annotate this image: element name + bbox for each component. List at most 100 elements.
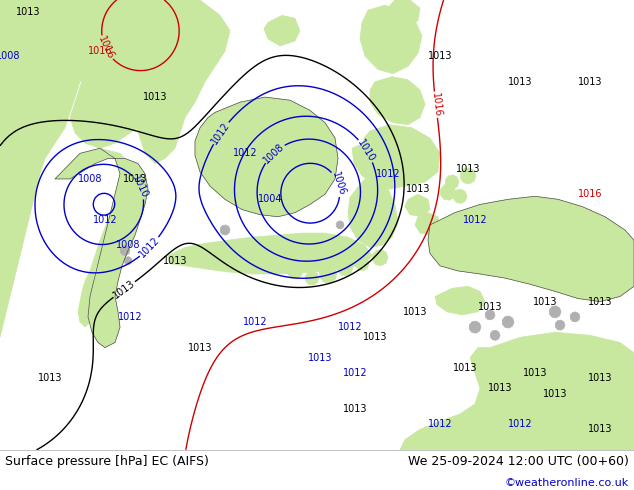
Polygon shape	[400, 332, 634, 450]
Polygon shape	[320, 265, 337, 283]
Polygon shape	[336, 221, 344, 229]
Polygon shape	[370, 76, 425, 125]
Polygon shape	[493, 261, 507, 275]
Text: 1013: 1013	[588, 424, 612, 434]
Polygon shape	[571, 312, 580, 322]
Text: 1012: 1012	[338, 322, 362, 332]
Polygon shape	[490, 330, 500, 341]
Polygon shape	[287, 263, 303, 279]
Text: 1013: 1013	[428, 51, 452, 61]
Polygon shape	[441, 184, 456, 200]
Text: 1013: 1013	[508, 77, 533, 87]
Text: 1004: 1004	[258, 195, 282, 204]
Polygon shape	[485, 310, 495, 320]
Text: 1013: 1013	[478, 302, 502, 312]
Polygon shape	[446, 175, 459, 189]
Text: 1012: 1012	[138, 235, 162, 260]
Polygon shape	[469, 321, 481, 333]
Text: 1013: 1013	[123, 174, 147, 184]
Polygon shape	[352, 138, 420, 189]
Text: 1013: 1013	[488, 384, 512, 393]
Polygon shape	[337, 260, 353, 276]
Text: 1013: 1013	[453, 363, 477, 373]
Polygon shape	[405, 194, 430, 217]
Text: 1010: 1010	[130, 173, 150, 200]
Polygon shape	[502, 316, 514, 328]
Polygon shape	[124, 257, 132, 265]
Text: 1013: 1013	[163, 256, 187, 266]
Polygon shape	[30, 119, 46, 143]
Polygon shape	[264, 15, 300, 46]
Text: 1016: 1016	[578, 189, 602, 199]
Text: 1013: 1013	[16, 7, 40, 17]
Polygon shape	[428, 196, 634, 301]
Polygon shape	[55, 148, 148, 347]
Polygon shape	[120, 245, 130, 255]
Polygon shape	[545, 424, 634, 450]
Text: 1012: 1012	[343, 368, 367, 378]
Text: 1013: 1013	[38, 373, 62, 383]
Text: Surface pressure [hPa] EC (AIFS): Surface pressure [hPa] EC (AIFS)	[5, 455, 209, 468]
Polygon shape	[360, 5, 422, 74]
Text: 1013: 1013	[588, 373, 612, 383]
Text: 1013: 1013	[363, 332, 387, 343]
Text: ©weatheronline.co.uk: ©weatheronline.co.uk	[505, 478, 629, 488]
Text: We 25-09-2024 12:00 UTC (00+60): We 25-09-2024 12:00 UTC (00+60)	[408, 455, 629, 468]
Text: 1013: 1013	[533, 296, 557, 307]
Polygon shape	[115, 0, 230, 164]
Text: 1016: 1016	[87, 46, 112, 56]
Polygon shape	[460, 168, 476, 184]
Text: 1012: 1012	[508, 419, 533, 429]
Text: 1013: 1013	[188, 343, 212, 353]
Text: 1013: 1013	[543, 389, 567, 398]
Text: 1008: 1008	[116, 241, 140, 250]
Text: 1013: 1013	[578, 77, 602, 87]
Polygon shape	[498, 243, 514, 259]
Polygon shape	[25, 138, 39, 158]
Polygon shape	[555, 320, 565, 330]
Text: 1013: 1013	[307, 353, 332, 363]
Polygon shape	[356, 257, 369, 271]
Text: 1013: 1013	[403, 307, 427, 317]
Text: 1006: 1006	[330, 171, 347, 197]
Text: 1012: 1012	[233, 148, 257, 158]
Text: 1016: 1016	[96, 35, 115, 61]
Polygon shape	[195, 97, 338, 217]
Polygon shape	[373, 249, 388, 266]
Text: 1013: 1013	[588, 296, 612, 307]
Polygon shape	[501, 255, 519, 273]
Text: 1013: 1013	[456, 164, 480, 173]
Text: 1016: 1016	[429, 92, 442, 118]
Text: 1010: 1010	[356, 138, 377, 164]
Polygon shape	[168, 233, 372, 274]
Polygon shape	[220, 225, 230, 235]
Polygon shape	[78, 148, 130, 327]
Polygon shape	[348, 179, 398, 247]
Text: 1012: 1012	[93, 215, 117, 225]
Text: 1012: 1012	[428, 419, 452, 429]
Text: 1008: 1008	[262, 141, 287, 165]
Polygon shape	[60, 0, 190, 92]
Text: 1013: 1013	[343, 404, 367, 414]
Text: 1008: 1008	[0, 51, 20, 61]
Polygon shape	[388, 0, 420, 28]
Polygon shape	[362, 125, 440, 186]
Polygon shape	[70, 56, 160, 148]
Text: 1012: 1012	[376, 169, 400, 179]
Text: 1012: 1012	[463, 215, 488, 225]
Polygon shape	[22, 154, 33, 172]
Text: 1013: 1013	[523, 368, 547, 378]
Text: 1008: 1008	[78, 174, 102, 184]
Polygon shape	[453, 189, 467, 203]
Polygon shape	[435, 286, 485, 315]
Text: 1013: 1013	[112, 278, 137, 301]
Text: 1012: 1012	[209, 120, 232, 146]
Polygon shape	[306, 271, 319, 285]
Polygon shape	[415, 213, 440, 235]
Text: 1013: 1013	[143, 92, 167, 102]
Polygon shape	[550, 306, 561, 318]
Text: 1012: 1012	[118, 312, 142, 322]
Text: 1012: 1012	[243, 317, 268, 327]
Polygon shape	[0, 0, 120, 337]
Text: 1013: 1013	[406, 184, 430, 194]
